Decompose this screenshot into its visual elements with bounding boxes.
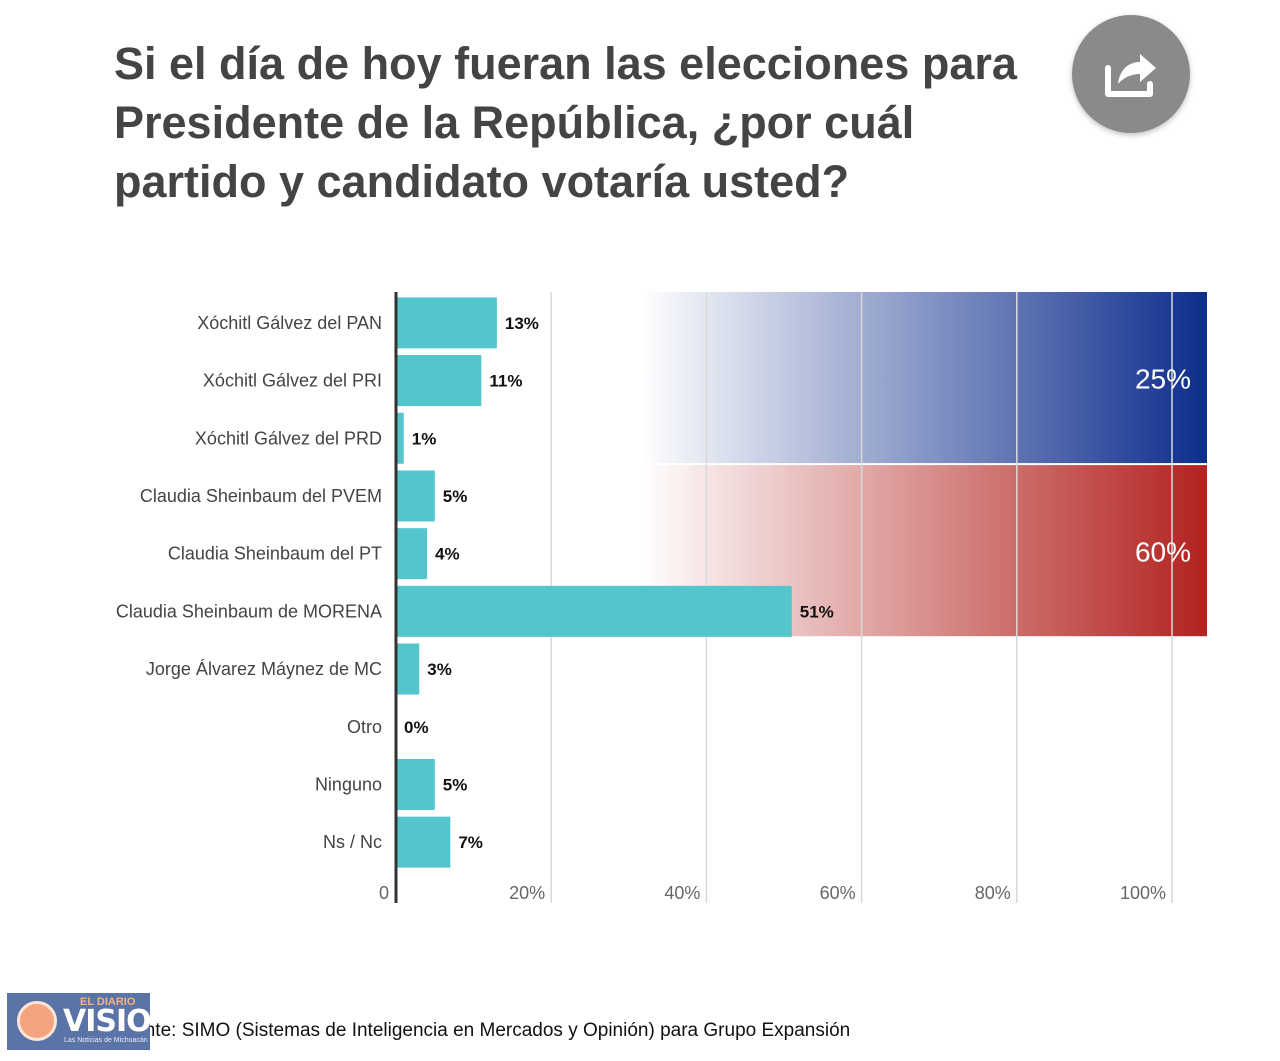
bar-value-label: 13% <box>505 314 539 333</box>
group-total-label-1: 25% <box>1135 364 1191 395</box>
publisher-logo: EL DIARIO VISION Las Noticias de Michoac… <box>7 993 150 1050</box>
bar <box>396 585 792 637</box>
bar <box>396 816 451 868</box>
category-label: Jorge Álvarez Máynez de MC <box>146 659 382 679</box>
group-band-1 <box>640 292 1207 464</box>
bar <box>396 297 497 349</box>
logo-top-text: EL DIARIO <box>80 996 136 1008</box>
chart-title: Si el día de hoy fueran las elecciones p… <box>114 38 1017 207</box>
logo-sun-icon <box>17 1001 57 1041</box>
group-total-label-2: 60% <box>1135 537 1191 568</box>
x-tick-label: 80% <box>975 883 1011 903</box>
bar <box>396 758 435 810</box>
bar <box>396 528 428 580</box>
category-label: Claudia Sheinbaum del PT <box>168 544 382 564</box>
category-label: Claudia Sheinbaum del PVEM <box>140 486 382 506</box>
bar-value-label: 0% <box>404 718 429 737</box>
x-tick-label: 100% <box>1120 883 1166 903</box>
bar-value-label: 4% <box>435 545 460 564</box>
bar <box>396 470 435 522</box>
category-label: Xóchitl Gálvez del PRD <box>195 428 382 448</box>
x-tick-label: 40% <box>664 883 700 903</box>
source-note: Fuente: SIMO (Sistemas de Inteligencia e… <box>112 1020 851 1041</box>
category-label: Otro <box>347 717 382 737</box>
bar-value-label: 5% <box>443 487 468 506</box>
bar-value-label: 3% <box>427 660 452 679</box>
bar-value-label: 7% <box>458 833 483 852</box>
category-label: Xóchitl Gálvez del PRI <box>203 371 382 391</box>
logo-main-text: VISION <box>63 1004 150 1039</box>
logo-tagline: Las Noticias de Michoacán <box>64 1037 148 1044</box>
share-icon <box>1105 54 1156 97</box>
bar <box>396 412 404 464</box>
share-button[interactable] <box>1072 15 1190 133</box>
category-label: Xóchitl Gálvez del PAN <box>197 313 382 333</box>
bar-value-label: 1% <box>412 429 437 448</box>
bar-value-label: 51% <box>800 602 834 621</box>
bar-chart: 0 20% 40% 60% 80% 100% 13% Xóchitl Gálvez del P… <box>116 292 1207 903</box>
bar <box>396 643 420 695</box>
bar-value-label: 11% <box>489 372 522 391</box>
bar-value-label: 5% <box>443 775 468 794</box>
x-tick-label: 20% <box>509 883 545 903</box>
category-label: Ns / Nc <box>323 832 382 852</box>
x-tick-label: 60% <box>820 883 856 903</box>
bar <box>396 355 482 407</box>
category-label: Ninguno <box>315 774 382 794</box>
category-label: Claudia Sheinbaum de MORENA <box>116 601 382 621</box>
x-tick-label: 0 <box>379 883 389 903</box>
